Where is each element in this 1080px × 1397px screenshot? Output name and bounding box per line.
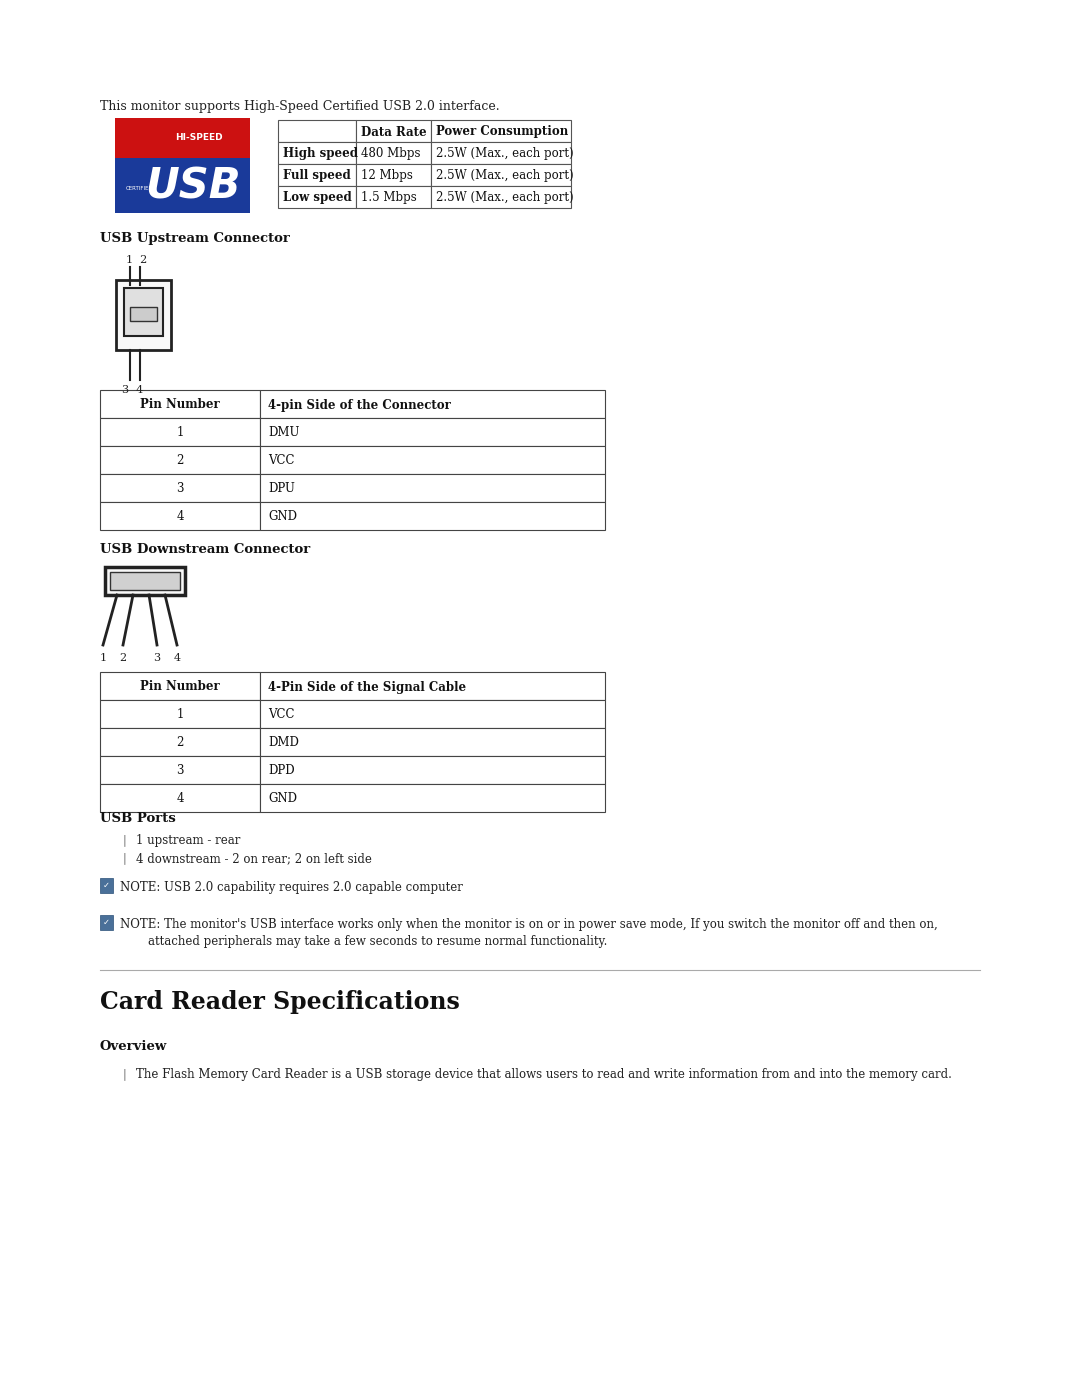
Text: CERTIFIED: CERTIFIED — [125, 186, 153, 191]
Text: Power Consumption: Power Consumption — [436, 126, 568, 138]
Bar — [100, 672, 260, 700]
Text: DMD: DMD — [268, 736, 299, 750]
Text: HI-SPEED: HI-SPEED — [175, 134, 222, 142]
Bar — [110, 571, 180, 590]
Bar — [100, 474, 260, 502]
Text: 4-pin Side of the Connector: 4-pin Side of the Connector — [268, 398, 450, 412]
Bar — [100, 502, 260, 529]
Text: │: │ — [122, 852, 127, 863]
Text: 1: 1 — [176, 426, 184, 440]
Text: DMU: DMU — [268, 426, 299, 440]
Text: NOTE: USB 2.0 capability requires 2.0 capable computer: NOTE: USB 2.0 capability requires 2.0 ca… — [120, 882, 463, 894]
Text: │: │ — [122, 834, 127, 845]
Text: Data Rate: Data Rate — [361, 126, 427, 138]
Text: Pin Number: Pin Number — [140, 398, 220, 412]
Text: NOTE: The monitor's USB interface works only when the monitor is on or in power : NOTE: The monitor's USB interface works … — [120, 918, 937, 930]
Bar — [356, 186, 431, 208]
Text: Full speed: Full speed — [283, 169, 351, 183]
Bar — [260, 474, 605, 502]
Text: 4-Pin Side of the Signal Cable: 4-Pin Side of the Signal Cable — [268, 680, 467, 693]
Bar — [278, 163, 356, 186]
Text: 3  4: 3 4 — [122, 386, 144, 395]
Text: DPD: DPD — [268, 764, 295, 778]
Bar — [278, 186, 356, 208]
Text: 4: 4 — [174, 652, 180, 664]
Bar — [100, 756, 260, 784]
Bar — [116, 279, 171, 351]
Text: GND: GND — [268, 510, 297, 524]
Bar — [431, 186, 571, 208]
Bar — [431, 142, 571, 163]
Text: 2: 2 — [176, 736, 184, 750]
Text: 2: 2 — [176, 454, 184, 468]
Bar — [100, 700, 260, 728]
Bar — [356, 120, 431, 142]
Text: 3: 3 — [176, 482, 184, 496]
Text: VCC: VCC — [268, 454, 295, 468]
Bar — [100, 915, 113, 930]
Bar — [260, 502, 605, 529]
Text: USB: USB — [146, 166, 241, 208]
Bar — [260, 672, 605, 700]
Text: VCC: VCC — [268, 708, 295, 721]
Text: The Flash Memory Card Reader is a USB storage device that allows users to read a: The Flash Memory Card Reader is a USB st… — [136, 1067, 951, 1081]
Bar — [260, 700, 605, 728]
Bar — [124, 288, 163, 337]
Bar — [114, 117, 249, 158]
Bar — [431, 120, 571, 142]
Bar — [260, 446, 605, 474]
Bar — [278, 120, 356, 142]
Bar — [105, 567, 185, 595]
Bar — [356, 142, 431, 163]
Text: USB Ports: USB Ports — [100, 812, 176, 826]
Text: ✓: ✓ — [103, 882, 110, 890]
Bar — [260, 756, 605, 784]
Text: USB Downstream Connector: USB Downstream Connector — [100, 543, 310, 556]
Text: 4: 4 — [176, 510, 184, 524]
Bar — [100, 418, 260, 446]
Text: 4 downstream - 2 on rear; 2 on left side: 4 downstream - 2 on rear; 2 on left side — [136, 852, 372, 865]
Text: Low speed: Low speed — [283, 191, 352, 204]
Text: │: │ — [122, 1067, 127, 1080]
Text: 2.5W (Max., each port): 2.5W (Max., each port) — [436, 191, 573, 204]
Bar — [260, 784, 605, 812]
Text: DPU: DPU — [268, 482, 295, 496]
Bar — [356, 163, 431, 186]
Text: Overview: Overview — [100, 1039, 167, 1053]
Text: 3: 3 — [153, 652, 161, 664]
Bar — [100, 728, 260, 756]
Bar — [100, 784, 260, 812]
Text: 1: 1 — [176, 708, 184, 721]
Text: 1.5 Mbps: 1.5 Mbps — [361, 191, 417, 204]
Bar — [260, 418, 605, 446]
Text: Pin Number: Pin Number — [140, 680, 220, 693]
Text: 12 Mbps: 12 Mbps — [361, 169, 413, 183]
Text: Card Reader Specifications: Card Reader Specifications — [100, 990, 460, 1014]
Bar — [100, 877, 113, 893]
Text: 1  2: 1 2 — [126, 256, 147, 265]
Bar — [130, 307, 157, 321]
Bar — [260, 728, 605, 756]
Bar — [278, 142, 356, 163]
Text: 2.5W (Max., each port): 2.5W (Max., each port) — [436, 169, 573, 183]
Text: 2: 2 — [120, 652, 126, 664]
Text: 4: 4 — [176, 792, 184, 806]
Text: ✓: ✓ — [103, 918, 110, 928]
Bar — [100, 390, 260, 418]
Text: 2.5W (Max., each port): 2.5W (Max., each port) — [436, 148, 573, 161]
Text: High speed: High speed — [283, 148, 357, 161]
Text: 1 upstream - rear: 1 upstream - rear — [136, 834, 241, 847]
Text: attached peripherals may take a few seconds to resume normal functionality.: attached peripherals may take a few seco… — [148, 935, 607, 949]
Bar — [114, 158, 249, 212]
Bar — [431, 163, 571, 186]
Bar — [260, 390, 605, 418]
Text: USB Upstream Connector: USB Upstream Connector — [100, 232, 289, 244]
Text: This monitor supports High-Speed Certified USB 2.0 interface.: This monitor supports High-Speed Certifi… — [100, 101, 500, 113]
Text: 3: 3 — [176, 764, 184, 778]
Bar — [100, 446, 260, 474]
Text: 480 Mbps: 480 Mbps — [361, 148, 420, 161]
Text: GND: GND — [268, 792, 297, 806]
Text: 1: 1 — [99, 652, 107, 664]
